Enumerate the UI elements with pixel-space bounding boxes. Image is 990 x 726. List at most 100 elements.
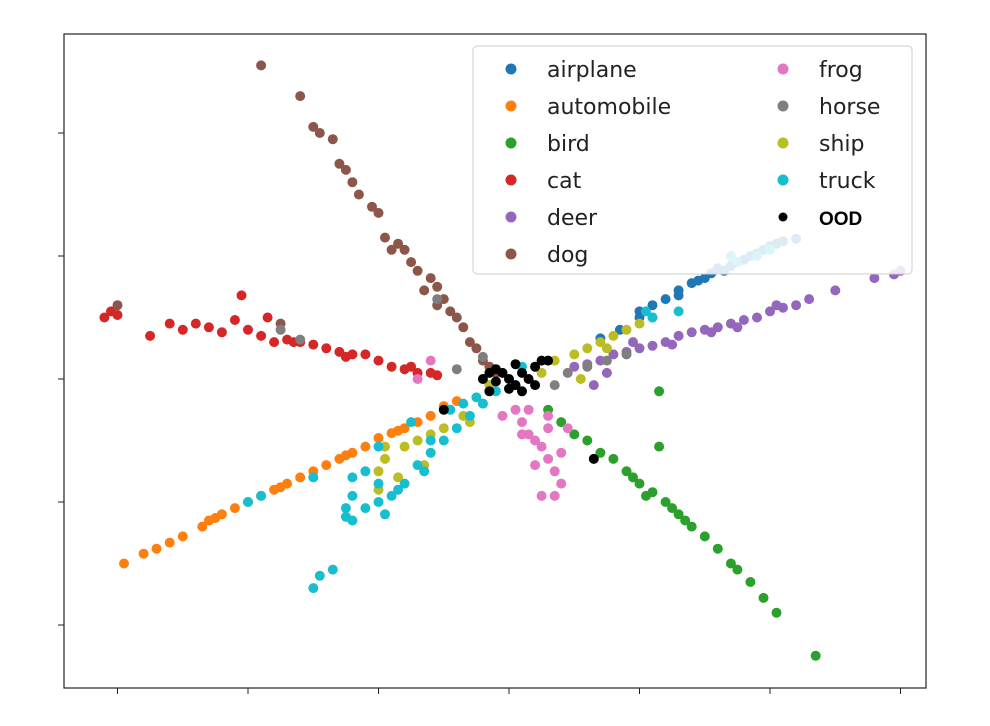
point-dog-7 — [347, 177, 358, 188]
point-truck-36 — [647, 312, 658, 323]
point-bird-19 — [758, 592, 769, 603]
point-bird-16 — [725, 558, 736, 569]
point-bird-9 — [660, 497, 671, 507]
point-bird-25 — [628, 472, 638, 483]
legend-label-deer: deer — [547, 206, 598, 231]
point-frog-1 — [517, 417, 527, 428]
point-ship-5 — [608, 330, 619, 341]
point-automobile-3 — [164, 537, 175, 548]
legend-marker-horse — [777, 100, 789, 112]
point-dog-13 — [399, 244, 410, 255]
point-bird-10 — [667, 503, 678, 514]
point-dog-2 — [308, 121, 319, 132]
point-bird-7 — [634, 478, 645, 489]
point-truck-19 — [347, 472, 358, 483]
point-ood-4 — [504, 374, 514, 384]
point-truck-3 — [451, 423, 462, 434]
point-ship-23 — [601, 343, 612, 354]
legend-marker-automobile — [505, 100, 517, 112]
point-deer-5 — [634, 343, 645, 354]
point-ship-14 — [399, 441, 410, 452]
point-truck-35 — [641, 306, 651, 317]
point-dog-22 — [471, 343, 482, 354]
scatter-points — [99, 60, 906, 661]
point-cat-5 — [177, 324, 188, 335]
point-frog-16 — [425, 355, 436, 366]
point-cat-28 — [340, 351, 351, 362]
point-truck-25 — [308, 472, 319, 483]
point-deer-18 — [804, 294, 815, 305]
point-frog-4 — [536, 441, 547, 452]
point-horse-6 — [621, 349, 632, 360]
point-bird-2 — [569, 429, 580, 440]
point-truck-8 — [386, 490, 397, 501]
point-automobile-26 — [203, 515, 214, 526]
point-horse-8 — [549, 380, 560, 391]
point-cat-8 — [216, 327, 227, 338]
point-truck-7 — [399, 478, 410, 489]
point-truck-9 — [373, 497, 384, 507]
point-truck-31 — [471, 392, 482, 403]
point-frog-9 — [549, 490, 560, 501]
point-truck-18 — [340, 511, 351, 522]
point-cat-19 — [360, 349, 371, 360]
point-ship-13 — [412, 435, 423, 446]
point-cat-29 — [406, 361, 417, 372]
point-bird-13 — [686, 521, 697, 532]
point-automobile-7 — [216, 509, 227, 520]
point-deer-0 — [569, 361, 580, 372]
point-automobile-1 — [138, 548, 149, 559]
point-bird-12 — [680, 515, 691, 526]
point-horse-2 — [432, 294, 443, 305]
legend-label-truck: truck — [819, 169, 876, 194]
point-automobile-5 — [197, 521, 208, 532]
point-ship-11 — [438, 423, 449, 434]
point-bird-17 — [732, 564, 743, 575]
point-cat-26 — [262, 312, 273, 323]
point-truck-34 — [458, 398, 469, 409]
point-dog-18 — [445, 306, 456, 317]
point-ship-7 — [634, 318, 645, 329]
point-frog-3 — [530, 435, 541, 446]
point-automobile-18 — [360, 441, 371, 452]
point-deer-9 — [686, 327, 697, 338]
point-horse-7 — [477, 351, 488, 362]
point-frog-6 — [549, 466, 560, 477]
point-deer-25 — [667, 339, 678, 350]
point-truck-23 — [360, 466, 371, 477]
point-frog-14 — [517, 429, 527, 440]
point-frog-18 — [523, 404, 534, 415]
point-deer-17 — [791, 300, 802, 311]
point-ood-8 — [530, 361, 541, 372]
point-truck-29 — [314, 570, 325, 581]
point-automobile-19 — [373, 433, 384, 443]
point-truck-5 — [425, 447, 436, 458]
point-bird-23 — [654, 441, 665, 452]
point-airplane-2 — [660, 294, 671, 305]
point-frog-10 — [497, 410, 508, 421]
legend-marker-ship — [777, 137, 789, 149]
point-dog-9 — [367, 201, 377, 212]
legend-label-airplane: airplane — [547, 58, 637, 83]
point-truck-16 — [425, 435, 436, 446]
point-ship-17 — [393, 472, 404, 483]
point-ood-6 — [517, 367, 527, 378]
point-horse-5 — [601, 355, 612, 366]
point-deer-27 — [732, 322, 743, 333]
point-dog-10 — [373, 207, 384, 218]
point-dog-5 — [334, 158, 345, 169]
point-bird-4 — [595, 447, 606, 458]
point-ship-21 — [536, 367, 547, 378]
point-deer-28 — [771, 300, 782, 311]
point-deer-24 — [628, 337, 638, 348]
legend: airplane automobile bird cat deer dog frog hors… — [472, 45, 913, 275]
point-frog-15 — [562, 423, 573, 434]
point-deer-19 — [830, 285, 841, 296]
point-ship-2 — [569, 349, 580, 360]
point-cat-25 — [236, 290, 247, 301]
point-automobile-13 — [295, 472, 306, 483]
point-frog-13 — [530, 460, 541, 471]
point-automobile-27 — [275, 482, 286, 493]
point-frog-0 — [510, 404, 521, 415]
